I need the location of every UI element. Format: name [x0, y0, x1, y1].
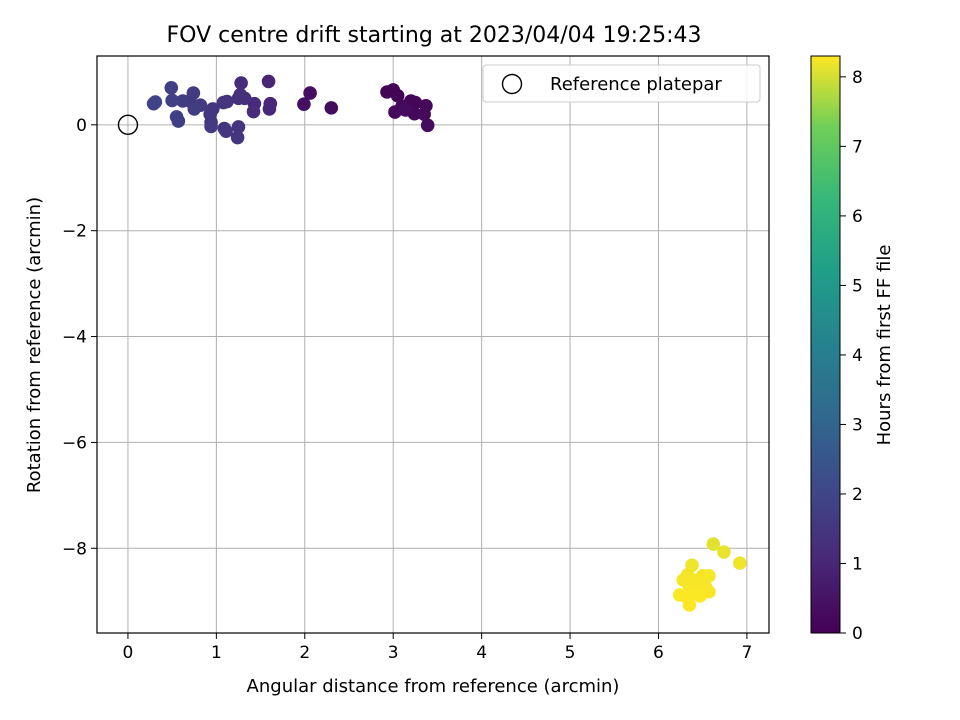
data-point — [717, 545, 731, 559]
data-point — [706, 537, 721, 551]
colorbar-tick-label: 8 — [852, 68, 863, 88]
data-point — [171, 114, 186, 128]
colorbar — [810, 55, 841, 634]
data-point — [297, 97, 311, 111]
x-axis-label: Angular distance from reference (arcmin) — [247, 676, 620, 697]
data-point — [231, 120, 246, 134]
data-point — [187, 102, 202, 116]
data-point — [246, 104, 261, 119]
data-point — [682, 598, 697, 612]
data-point — [303, 86, 317, 100]
data-point — [175, 94, 190, 108]
data-point — [420, 118, 435, 133]
x-tick-label: 1 — [211, 643, 222, 663]
x-tick-label: 4 — [476, 643, 487, 663]
y-tick-label: −8 — [62, 539, 87, 559]
legend-label: Reference platepar — [550, 74, 722, 95]
colorbar-tick-label: 7 — [852, 137, 863, 157]
legend-marker — [501, 73, 523, 95]
x-axis-ticks: 0 1 2 3 4 5 6 7 — [123, 633, 752, 663]
colorbar-tick-label: 3 — [852, 415, 863, 435]
y-tick-label: 0 — [76, 116, 87, 136]
data-point — [146, 96, 161, 111]
colorbar-tick-label: 1 — [852, 554, 863, 574]
y-axis-label: Rotation from reference (arcmin) — [24, 197, 45, 493]
data-point — [204, 119, 218, 134]
grid-lines — [97, 56, 769, 633]
data-point — [417, 107, 431, 122]
data-point — [262, 102, 277, 116]
data-point — [733, 556, 747, 570]
data-point — [219, 124, 233, 138]
x-tick-label: 0 — [123, 643, 134, 663]
data-point — [390, 88, 405, 103]
data-point — [702, 569, 716, 583]
data-point — [398, 103, 413, 117]
plot-area-frame — [96, 55, 770, 634]
data-point — [164, 80, 179, 95]
x-tick-label: 5 — [565, 643, 576, 663]
y-tick-label: −4 — [62, 328, 87, 348]
data-point — [388, 105, 402, 119]
data-point — [234, 76, 248, 90]
data-point — [261, 74, 276, 89]
legend-box — [482, 64, 761, 103]
colorbar-tick-label: 4 — [852, 346, 863, 366]
x-tick-label: 7 — [741, 643, 752, 663]
x-tick-label: 6 — [653, 643, 664, 663]
colorbar-tick-label: 5 — [852, 276, 863, 296]
reference-point — [117, 114, 139, 136]
colorbar-ticks: 0 1 2 3 4 5 6 7 8 — [840, 68, 863, 644]
data-point — [231, 91, 246, 106]
colorbar-tick-label: 6 — [852, 207, 863, 227]
data-points — [117, 74, 747, 612]
data-point — [230, 130, 245, 145]
data-point — [408, 95, 423, 110]
y-tick-label: −6 — [62, 433, 87, 453]
data-point — [693, 589, 707, 603]
y-axis-ticks: 0 −2 −4 −6 −8 — [62, 116, 97, 559]
colorbar-tick-label: 2 — [852, 485, 863, 505]
legend: Reference platepar — [482, 64, 761, 103]
colorbar-label: Hours from first FF file — [874, 245, 895, 446]
data-point — [165, 93, 179, 108]
data-point — [324, 101, 339, 115]
x-tick-label: 2 — [299, 643, 310, 663]
y-tick-label: −2 — [62, 222, 87, 242]
chart-title: FOV centre drift starting at 2023/04/04 … — [167, 23, 702, 48]
data-point — [216, 95, 231, 110]
x-tick-label: 3 — [388, 643, 399, 663]
colorbar-tick-label: 0 — [852, 624, 863, 644]
